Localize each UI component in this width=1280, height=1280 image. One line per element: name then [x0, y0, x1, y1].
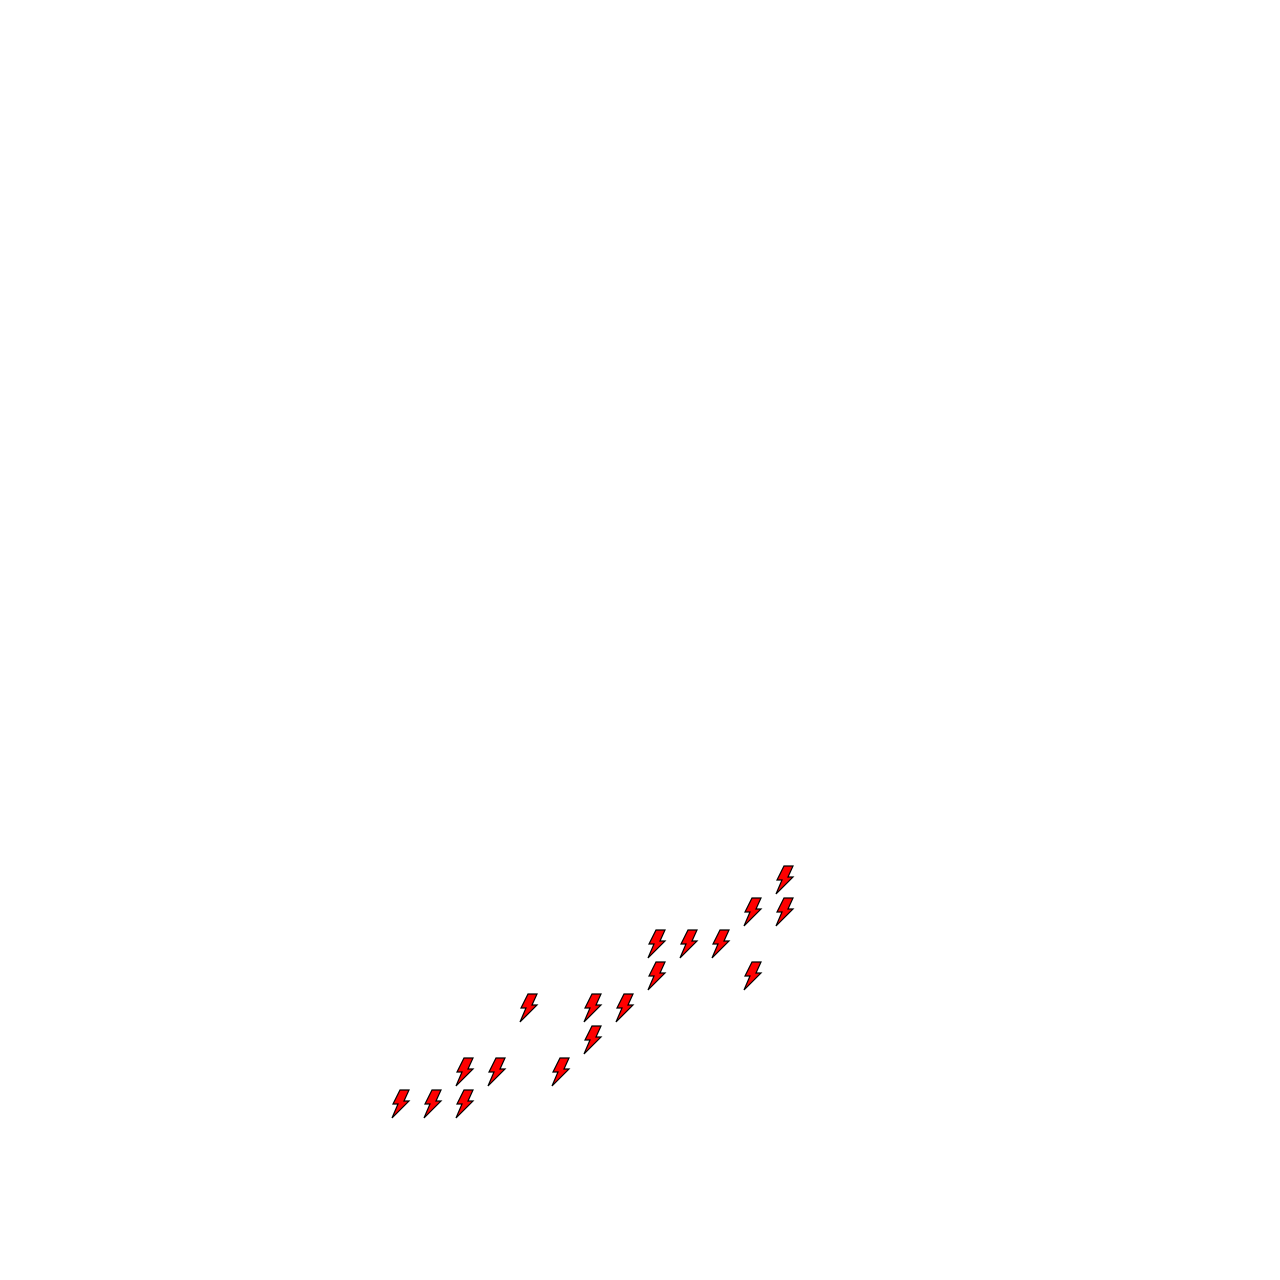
- lightning-bolt-icon: [711, 929, 731, 959]
- lightning-bolt-icon: [391, 1089, 411, 1119]
- lightning-bolt-icon: [519, 993, 539, 1023]
- lightning-bolt-icon: [423, 1089, 443, 1119]
- lightning-bolt-icon: [647, 929, 667, 959]
- lightning-bolt-icon: [775, 865, 795, 895]
- lightning-bolt-icon: [487, 1057, 507, 1087]
- lightning-bolt-icon: [583, 993, 603, 1023]
- lightning-bolt-icon: [743, 961, 763, 991]
- lightning-bolt-icon: [615, 993, 635, 1023]
- lightning-bolt-icon: [455, 1057, 475, 1087]
- lightning-bolt-icon: [583, 1025, 603, 1055]
- lightning-bolt-icon: [647, 961, 667, 991]
- lightning-bolt-icon: [551, 1057, 571, 1087]
- lightning-bolt-icon: [455, 1089, 475, 1119]
- lightning-bolt-icon: [775, 897, 795, 927]
- lightning-bolt-icon: [743, 897, 763, 927]
- lightning-bolt-icon: [679, 929, 699, 959]
